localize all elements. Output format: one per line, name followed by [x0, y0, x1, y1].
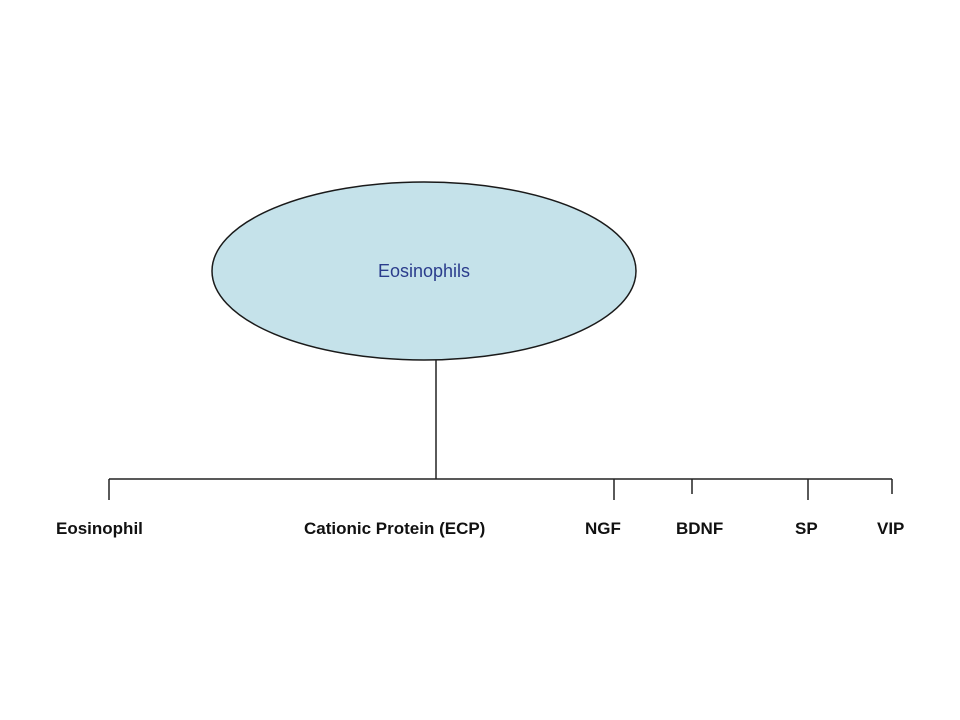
- leaf-label-ecp: Cationic Protein (ECP): [304, 519, 485, 538]
- root-label: Eosinophils: [378, 261, 470, 281]
- root-node: Eosinophils: [211, 181, 637, 361]
- leaf-label-sp: SP: [795, 519, 818, 538]
- root-ellipse: [211, 181, 637, 361]
- leaf-labels: Eosinophil Cationic Protein (ECP) NGF BD…: [56, 519, 904, 538]
- leaf-label-eosinophil: Eosinophil: [56, 519, 143, 538]
- leaf-label-bdnf: BDNF: [676, 519, 723, 538]
- leaf-label-ngf: NGF: [585, 519, 621, 538]
- leaf-label-vip: VIP: [877, 519, 904, 538]
- connector-lines: [108, 360, 893, 500]
